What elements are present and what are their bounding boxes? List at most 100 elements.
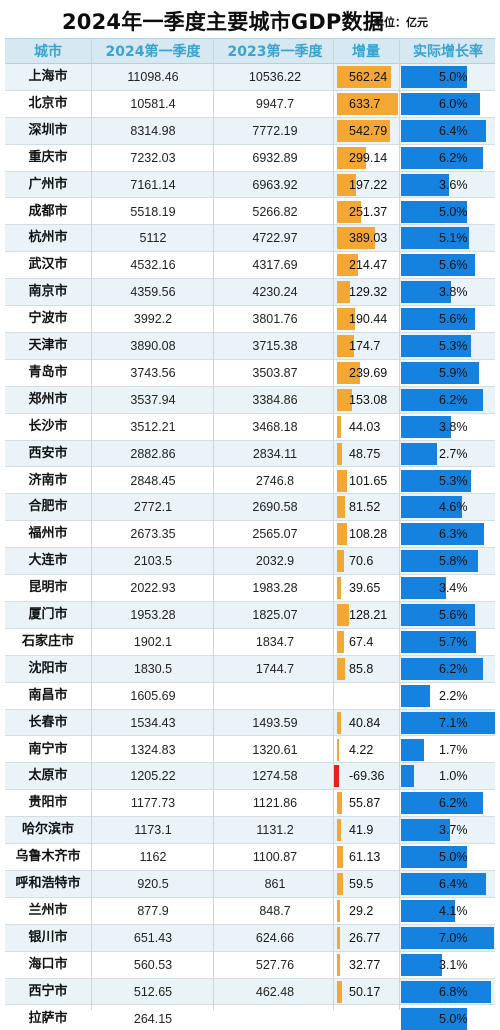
increase-value: 562.24 (349, 70, 388, 84)
growth-rate-cell: 5.3% (401, 468, 495, 494)
growth-rate-cell: 5.0% (401, 64, 495, 90)
city-name: 海口市 (28, 956, 68, 972)
city-name: 南昌市 (28, 687, 68, 703)
increase-bar (337, 819, 342, 842)
gdp-2023q1-value: 848.7 (259, 903, 291, 918)
growth-rate-value: 5.3% (439, 339, 468, 353)
increase-cell: -69.36 (333, 763, 399, 789)
gdp-2023q1-value: 10536.22 (248, 70, 302, 84)
gdp-2024q1-value: 3512.21 (130, 419, 176, 434)
growth-rate-value: 6.4% (439, 123, 468, 138)
increase-value: 542.79 (349, 123, 388, 138)
growth-rate-cell: 5.6% (401, 252, 495, 278)
growth-rate-cell: 3.1% (401, 952, 495, 978)
city-name: 石家庄市 (21, 633, 74, 649)
table-row: 石家庄市 1902.1 1834.7 67.4 5.7% (5, 628, 495, 656)
gdp-2023q1-value: 3503.87 (252, 365, 298, 380)
growth-rate-cell: 5.9% (401, 360, 495, 386)
growth-rate-cell: 4.6% (401, 494, 495, 520)
gdp-2024q1-value: 7232.03 (130, 150, 176, 165)
increase-cell (333, 683, 399, 709)
increase-bar (337, 119, 390, 142)
increase-cell: 128.21 (333, 602, 399, 628)
table-header: 城市 2024第一季度 2023第一季度 增量 实际增长率 (5, 38, 495, 64)
growth-rate-value: 2.7% (439, 446, 468, 461)
table-row: 南宁市 1324.83 1320.61 4.22 1.7% (5, 736, 495, 764)
increase-cell: 174.7 (333, 333, 399, 359)
growth-rate-bar (401, 846, 468, 869)
city-name: 呼和浩特市 (15, 876, 81, 891)
increase-cell: 129.32 (333, 279, 399, 305)
table-row: 长春市 1534.43 1493.59 40.84 7.1% (5, 709, 495, 737)
increase-bar (337, 738, 339, 761)
gdp-2024q1-value: 1162 (139, 850, 167, 865)
increase-value: 40.84 (349, 715, 381, 730)
growth-rate-bar (401, 119, 486, 142)
city-name: 拉萨市 (28, 1010, 68, 1026)
growth-rate-value: 5.6% (439, 258, 468, 273)
city-name: 广州市 (28, 176, 68, 192)
gdp-2024q1-value: 3992.2 (133, 312, 173, 327)
city-name: 杭州市 (28, 230, 68, 246)
table-row: 深圳市 8314.98 7772.19 542.79 6.4% (5, 117, 495, 145)
column-divider (333, 38, 334, 1010)
increase-cell (333, 1006, 399, 1030)
growth-rate-value: 6.2% (439, 150, 468, 165)
growth-rate-cell: 3.8% (401, 279, 495, 305)
increase-value: 214.47 (349, 258, 388, 273)
increase-value: 174.7 (349, 339, 381, 353)
growth-rate-bar (401, 146, 484, 169)
increase-cell: 562.24 (333, 64, 399, 90)
growth-rate-cell: 5.1% (401, 225, 495, 251)
growth-rate-value: 5.0% (439, 204, 468, 219)
table-row: 兰州市 877.9 848.7 29.2 4.1% (5, 897, 495, 925)
increase-value: 128.21 (349, 608, 388, 622)
growth-rate-value: 4.6% (439, 500, 468, 515)
column-header-increase: 增量 (352, 44, 380, 60)
city-name: 合肥市 (28, 499, 68, 515)
growth-rate-cell: 3.8% (401, 414, 495, 440)
growth-rate-value: 5.3% (439, 473, 468, 488)
table-row: 南昌市 1605.69 2.2% (5, 682, 495, 710)
city-name: 南宁市 (28, 741, 68, 757)
increase-bar (337, 980, 342, 1003)
growth-rate-value: 1.7% (439, 742, 468, 757)
gdp-2024q1-value: 1177.73 (130, 796, 176, 811)
gdp-2024q1-value: 7161.14 (130, 177, 176, 192)
city-name: 哈尔滨市 (21, 822, 74, 838)
gdp-2023q1-value: 3715.38 (252, 339, 298, 353)
increase-value: 48.75 (349, 446, 381, 461)
table-row: 西宁市 512.65 462.48 50.17 6.8% (5, 978, 495, 1006)
table-row: 太原市 1205.22 1274.58 -69.36 1.0% (5, 763, 495, 791)
table-row: 沈阳市 1830.5 1744.7 85.8 6.2% (5, 655, 495, 683)
growth-rate-cell: 5.0% (401, 844, 495, 870)
city-name: 武汉市 (28, 257, 68, 273)
gdp-2024q1-value: 2882.86 (130, 446, 176, 461)
increase-cell: 108.28 (333, 521, 399, 547)
increase-bar (337, 604, 350, 626)
growth-rate-bar (401, 227, 469, 250)
gdp-2024q1-value: 560.53 (133, 957, 173, 972)
column-divider (91, 38, 92, 1010)
growth-rate-cell: 3.4% (401, 575, 495, 601)
column-divider (213, 38, 214, 1010)
growth-rate-value: 5.0% (439, 1011, 468, 1026)
increase-cell: 50.17 (333, 979, 399, 1005)
growth-rate-value: 6.8% (439, 984, 468, 999)
increase-cell: 153.08 (333, 387, 399, 413)
gdp-2024q1-value: 1830.5 (133, 661, 173, 676)
table-row: 杭州市 5112 4722.97 389.03 5.1% (5, 225, 495, 253)
table-row: 长沙市 3512.21 3468.18 44.03 3.8% (5, 413, 495, 441)
increase-cell: 4.22 (333, 737, 399, 763)
table-row: 福州市 2673.35 2565.07 108.28 6.3% (5, 521, 495, 549)
increase-value: 41.9 (349, 823, 374, 838)
gdp-2023q1-value: 462.48 (255, 984, 295, 999)
growth-rate-bar (401, 254, 476, 277)
growth-rate-value: 7.0% (439, 930, 468, 945)
city-name: 济南市 (28, 472, 68, 488)
growth-rate-bar (401, 899, 456, 922)
city-name: 兰州市 (28, 902, 68, 918)
table-row: 拉萨市 264.15 5.0% (5, 1005, 495, 1030)
growth-rate-cell: 5.0% (401, 199, 495, 225)
title-bar: 2024年一季度主要城市GDP数据 单位：亿元 (0, 0, 500, 38)
